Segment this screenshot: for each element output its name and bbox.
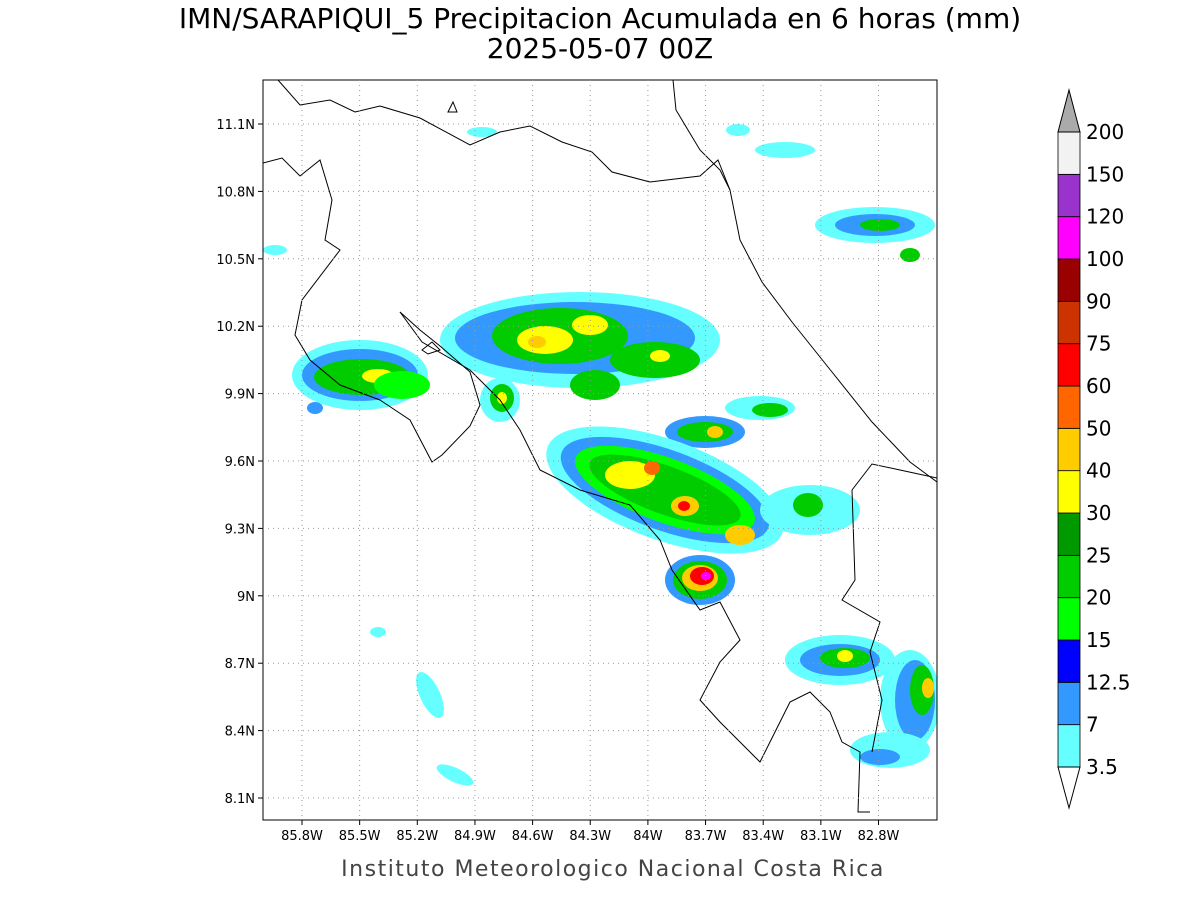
lon-label: 83.1W [800,829,842,844]
lat-label: 9.3N [225,522,255,537]
colorbar-label: 150 [1086,162,1124,186]
colorbar-label: 3.5 [1086,755,1118,779]
footer: Instituto Meteorologico Nacional Costa R… [341,857,885,882]
lon-label: 84W [633,829,663,844]
colorbar-segment [1057,512,1081,556]
lat-label: 11.1N [216,118,255,133]
map-subtitle: 2025-05-07 00Z [487,32,713,65]
colorbar-label: 50 [1086,416,1111,440]
lon-label: 84.3W [569,829,611,844]
map-frame [262,79,938,821]
colorbar-segment [1057,427,1081,472]
colorbar-label: 90 [1086,289,1111,313]
colorbar-label: 60 [1086,374,1111,398]
lon-label: 85.2W [396,829,438,844]
map-area [263,80,937,813]
colorbar-label: 40 [1086,459,1111,483]
colorbar-segment [1057,216,1081,260]
colorbar-label: 7 [1086,713,1099,737]
colorbar-segment [1057,258,1081,302]
colorbar-label: 200 [1086,120,1124,144]
colorbar-label: 75 [1086,332,1111,356]
colorbar-label: 100 [1086,247,1124,271]
colorbar-above [1057,88,1081,133]
lat-label: 9.6N [225,455,255,470]
lon-label: 82.8W [858,829,900,844]
colorbar-segment [1057,724,1081,768]
colorbar-segment [1057,597,1081,641]
lat-label: 8.1N [225,792,255,807]
lon-label: 85.8W [281,829,323,844]
colorbar-segment [1057,300,1081,345]
colorbar-segment [1057,343,1081,387]
map-title: IMN/SARAPIQUI_5 Precipitacion Acumulada … [179,2,1021,35]
colorbar-label: 25 [1086,543,1111,567]
lon-label: 85.5W [339,829,381,844]
colorbar-segment [1057,554,1081,599]
colorbar-segment [1057,681,1081,726]
colorbar-segment [1057,385,1081,429]
colorbar-segment [1057,173,1081,218]
lon-label: 84.9W [454,829,496,844]
lat-label: 8.7N [225,657,255,672]
lat-label: 10.8N [216,185,255,200]
colorbar-segment [1057,639,1081,683]
lat-label: 8.4N [225,725,255,740]
lat-label: 10.2N [216,320,255,335]
colorbar-label: 15 [1086,628,1111,652]
colorbar-below [1057,766,1081,810]
lat-label: 10.5N [216,253,255,268]
lon-label: 84.6W [512,829,554,844]
colorbar-segment [1057,470,1081,514]
coastlines [263,80,937,813]
colorbar-segment [1057,131,1081,175]
lat-label: 9.9N [225,388,255,403]
colorbar-label: 12.5 [1086,670,1131,694]
colorbar-label: 120 [1086,205,1124,229]
lat-label: 9N [237,590,255,605]
precipitation-field [263,124,937,786]
lon-label: 83.7W [685,829,727,844]
colorbar-label: 20 [1086,586,1111,610]
colorbar-label: 30 [1086,501,1111,525]
lon-label: 83.4W [742,829,784,844]
